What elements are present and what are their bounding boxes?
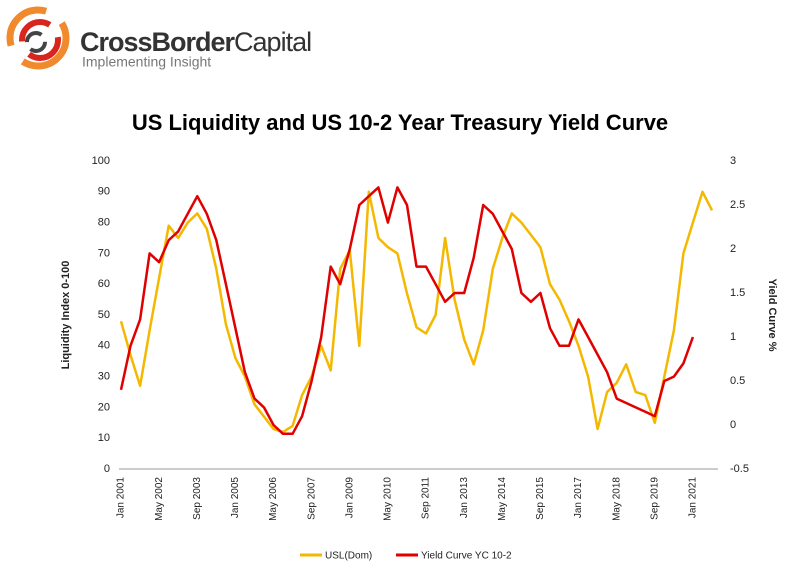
y-tick-label: 20 xyxy=(98,401,110,413)
x-tick-label: Sep 2011 xyxy=(421,477,432,520)
y2-tick-label: 0.5 xyxy=(730,375,745,387)
x-tick-label: Jan 2001 xyxy=(116,477,127,519)
y-tick-label: 10 xyxy=(98,432,110,444)
y-tick-label: 30 xyxy=(98,371,110,383)
brand-light: Capital xyxy=(234,27,311,57)
x-tick-label: Sep 2003 xyxy=(192,477,203,520)
brand-bold: CrossBorder xyxy=(80,27,236,57)
x-tick-label: Jan 2013 xyxy=(459,477,470,519)
y2-tick-label: 3 xyxy=(730,155,736,167)
y2-tick-label: 0 xyxy=(730,419,736,431)
y2-tick-label: 1 xyxy=(730,331,736,343)
x-tick-label: Sep 2019 xyxy=(649,477,660,520)
y2-tick-label: 2.5 xyxy=(730,199,745,211)
series-line xyxy=(119,190,714,434)
series-line xyxy=(119,186,695,436)
legend-label: Yield Curve YC 10-2 xyxy=(421,551,512,562)
y-tick-label: 90 xyxy=(98,186,110,198)
y-tick-label: 40 xyxy=(98,340,110,352)
brand: CrossBorderCapital xyxy=(80,27,311,57)
logo-ring xyxy=(25,31,47,53)
logo xyxy=(6,6,70,70)
y2-tick-label: 1.5 xyxy=(730,287,745,299)
y-tick-label: 80 xyxy=(98,217,110,229)
y-tick-label: 70 xyxy=(98,247,110,259)
x-tick-label: May 2014 xyxy=(497,477,508,521)
y-tick-label: 50 xyxy=(98,309,110,321)
y2-tick-label: 2 xyxy=(730,243,736,255)
logo-ring xyxy=(6,6,70,70)
y-axis-label: Liquidity Index 0-100 xyxy=(60,261,72,370)
x-tick-label: May 2010 xyxy=(383,477,394,521)
y-tick-label: 0 xyxy=(104,463,110,475)
y2-axis-label: Yield Curve % xyxy=(766,279,778,352)
x-tick-label: Jan 2017 xyxy=(573,477,584,519)
y-tick-label: 100 xyxy=(92,155,110,167)
x-tick-label: Sep 2007 xyxy=(306,477,317,520)
logo-ring xyxy=(19,19,61,61)
chart-title: US Liquidity and US 10-2 Year Treasury Y… xyxy=(132,110,668,135)
x-tick-label: May 2018 xyxy=(611,477,622,521)
legend-label: USL(Dom) xyxy=(325,551,372,562)
x-tick-label: Jan 2005 xyxy=(230,477,241,519)
x-tick-label: May 2002 xyxy=(154,477,165,521)
x-tick-label: Jan 2021 xyxy=(688,477,699,519)
x-tick-label: Jan 2009 xyxy=(344,477,355,519)
y-tick-label: 60 xyxy=(98,278,110,290)
y2-tick-label: -0.5 xyxy=(730,463,749,475)
x-tick-label: May 2006 xyxy=(268,477,279,521)
tagline: Implementing Insight xyxy=(82,54,211,70)
x-tick-label: Sep 2015 xyxy=(535,477,546,520)
